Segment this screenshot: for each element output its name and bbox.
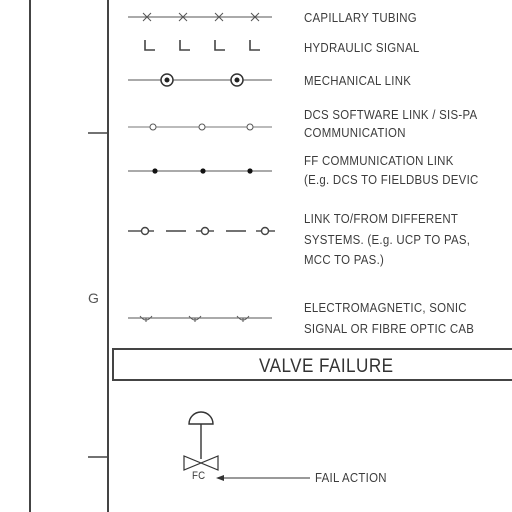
legend-label-mechanical: MECHANICAL LINK [304, 73, 412, 88]
valve-body-icon [183, 455, 219, 471]
electromagnetic-signal-symbol [128, 315, 272, 322]
legend-label-electromagnetic: ELECTROMAGNETIC, SONIC [304, 300, 467, 315]
legend-label-systems-line3: MCC TO PAS.) [304, 252, 385, 267]
valve-code: FC [192, 470, 206, 482]
legend-label-dcs-line2: COMMUNICATION [304, 125, 406, 140]
dcs-software-link-symbol [128, 123, 272, 131]
legend-label-dcs: DCS SOFTWARE LINK / SIS-PA [304, 107, 478, 122]
different-systems-link-symbol [128, 226, 275, 236]
actuator-icon [188, 411, 214, 425]
legend-label-systems: LINK TO/FROM DIFFERENT [304, 211, 459, 226]
legend-label-electromagnetic-line2: SIGNAL OR FIBRE OPTIC CAB [304, 321, 475, 336]
section-title: VALVE FAILURE [259, 356, 394, 377]
fail-action-callout: FAIL ACTION [315, 470, 387, 485]
mechanical-link-symbol [128, 73, 272, 87]
ff-communication-link-symbol [128, 168, 272, 174]
legend-label-ff: FF COMMUNICATION LINK [304, 153, 454, 168]
section-header: VALVE FAILURE [112, 348, 512, 381]
capillary-tubing-symbol [128, 12, 272, 22]
legend-label-capillary: CAPILLARY TUBING [304, 10, 417, 25]
zone-label: G [88, 290, 99, 306]
legend-label-ff-line2: (E.g. DCS TO FIELDBUS DEVIC [304, 172, 479, 187]
valve-symbol [183, 411, 310, 481]
legend-label-hydraulic: HYDRAULIC SIGNAL [304, 40, 420, 55]
legend-label-systems-line2: SYSTEMS. (E.g. UCP TO PAS, [304, 232, 471, 247]
hydraulic-signal-symbol [144, 40, 260, 51]
